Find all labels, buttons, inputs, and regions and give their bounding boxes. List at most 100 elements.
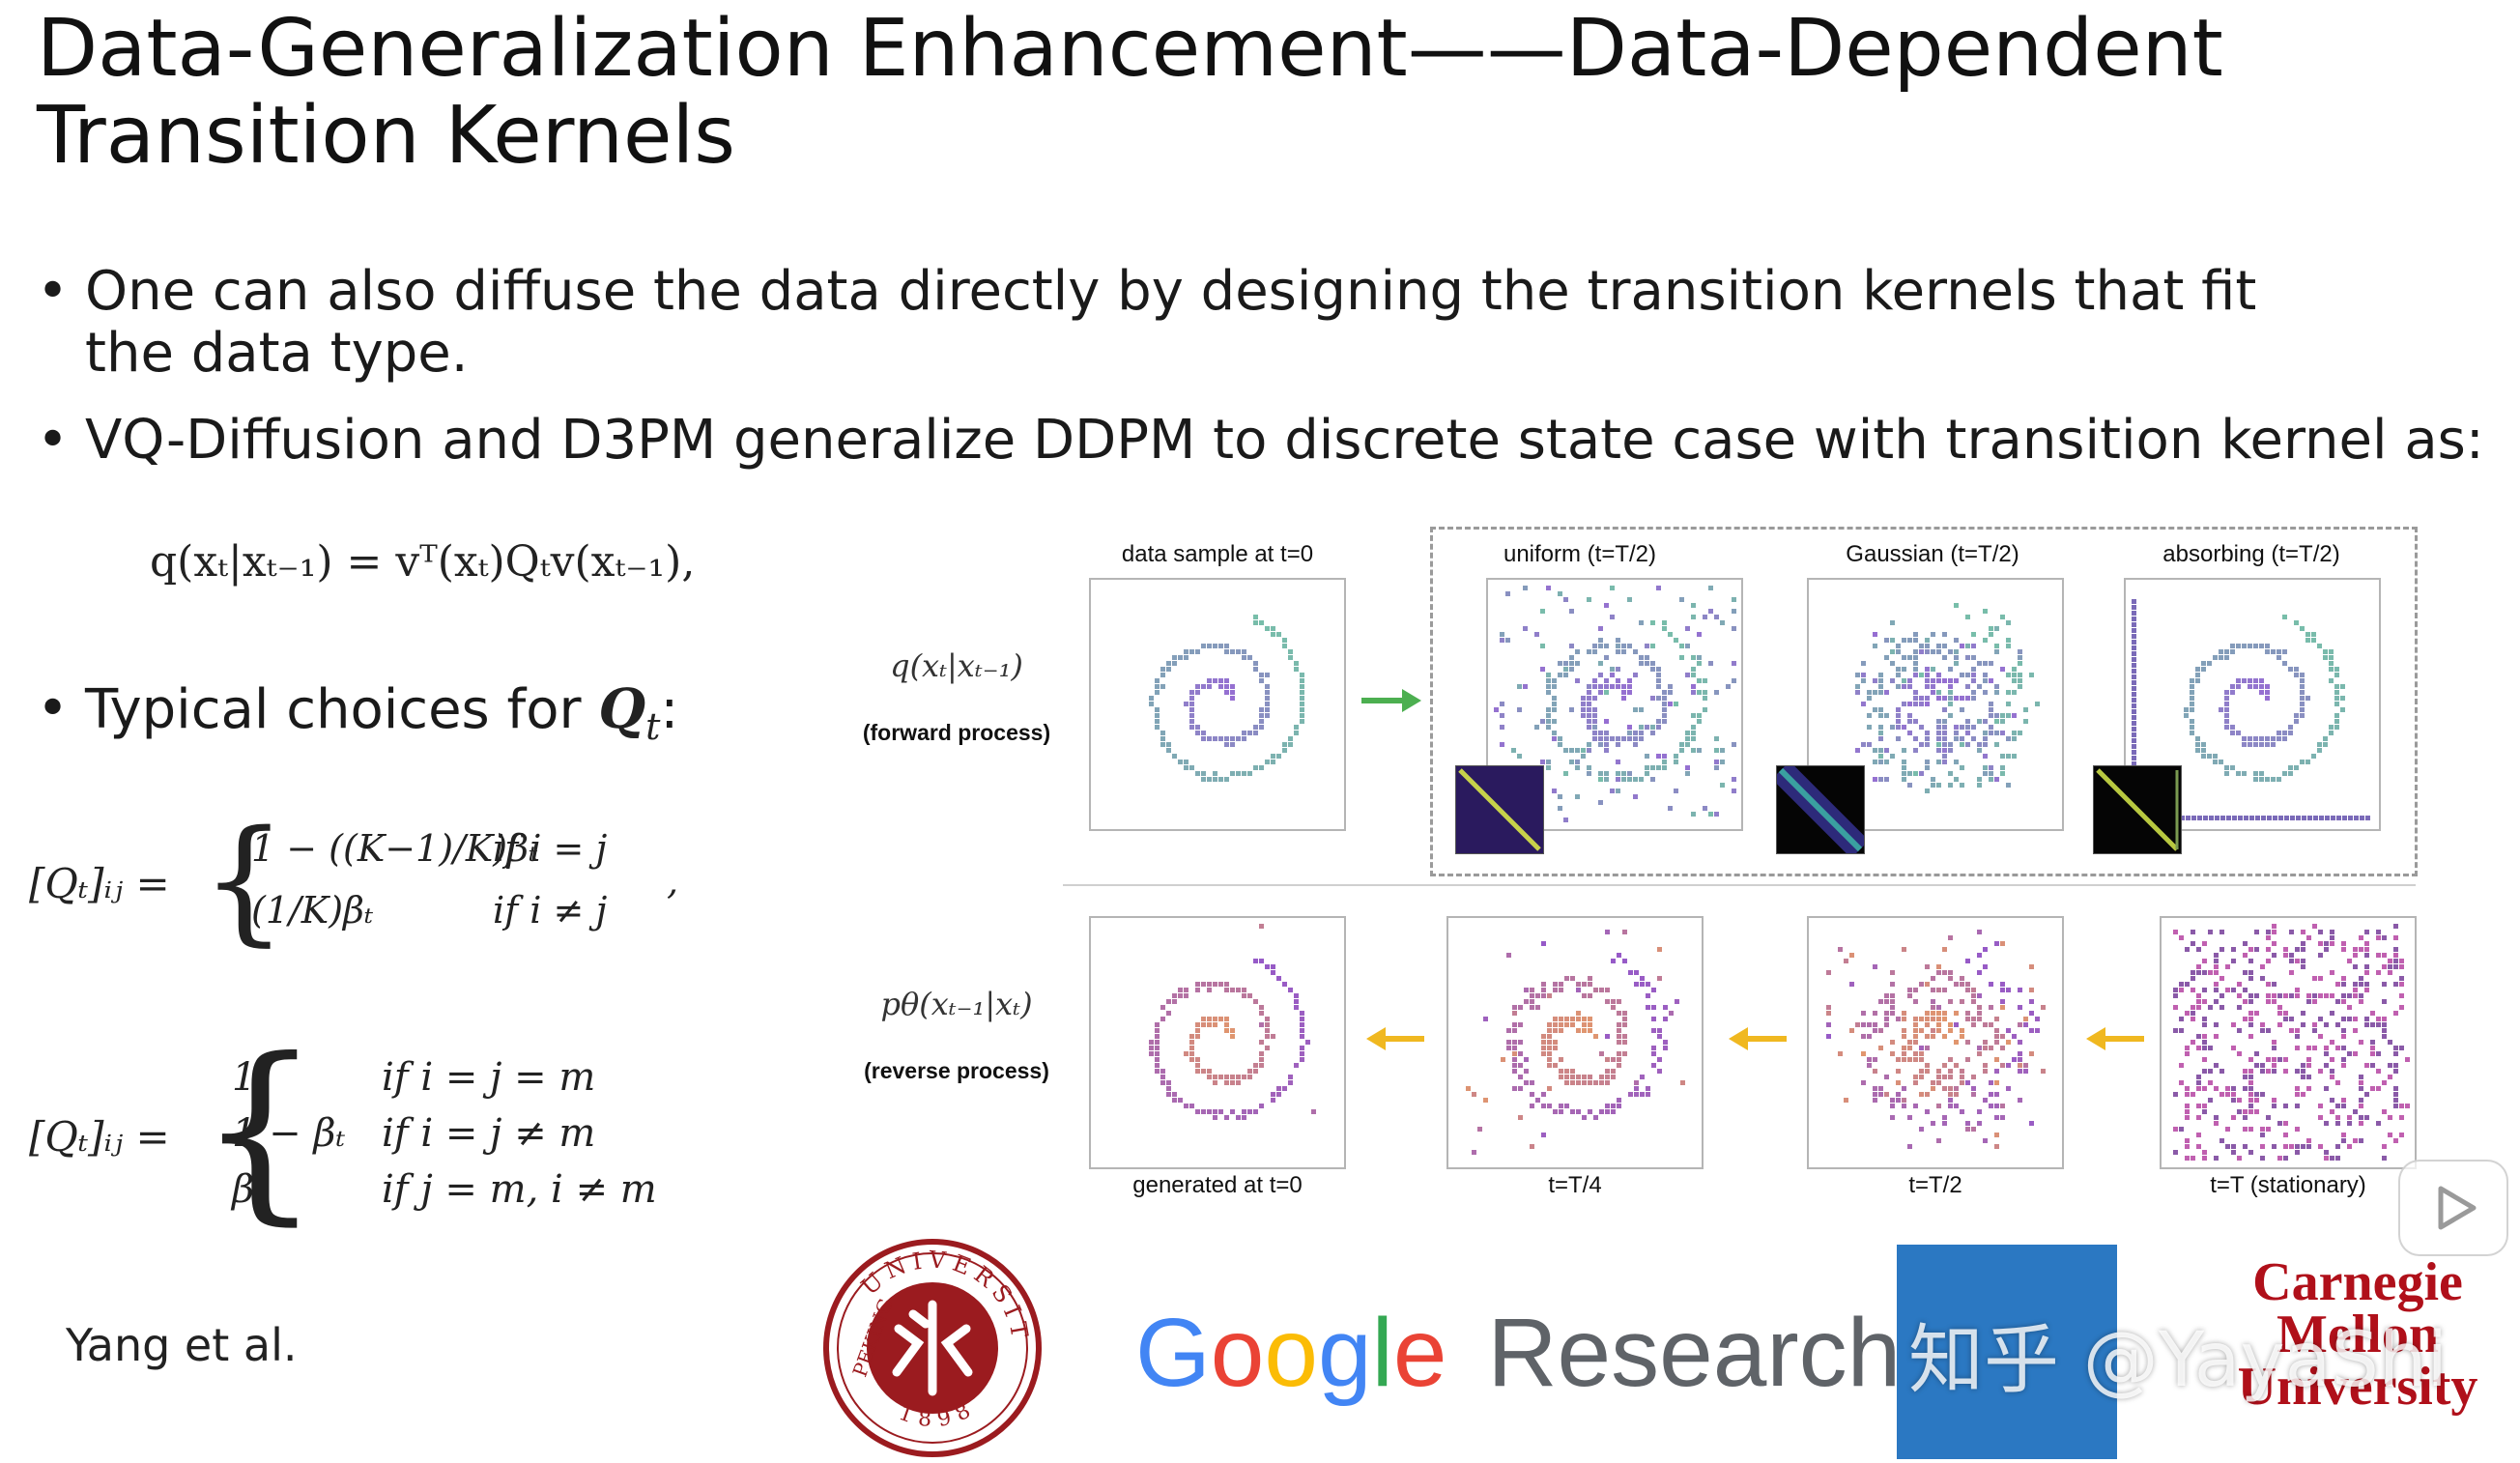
- scatter-point: [2370, 1022, 2375, 1027]
- scatter-point: [1587, 713, 1591, 718]
- scatter-point: [1184, 1051, 1188, 1056]
- scatter-point: [1236, 1075, 1241, 1079]
- scatter-point: [2266, 1127, 2271, 1132]
- scatter-point: [1971, 988, 1976, 992]
- scatter-point: [1541, 988, 1546, 992]
- scatter-point: [2272, 1063, 2277, 1068]
- scatter-point: [1547, 1022, 1552, 1027]
- scatter-point: [2214, 1156, 2219, 1161]
- scatter-point: [2360, 816, 2364, 820]
- scatter-point: [2289, 1028, 2294, 1033]
- scatter-point: [2323, 736, 2328, 741]
- scatter-point: [2231, 1022, 2236, 1027]
- scatter-point: [1224, 777, 1229, 782]
- kernel-equation: q(xₜ|xₜ₋₁) = vᵀ(xₜ)Qₜv(xₜ₋₁),: [150, 537, 696, 587]
- equation-lhs: [Qₜ]ᵢⱼ =: [29, 1113, 170, 1161]
- scatter-point: [1300, 1051, 1304, 1056]
- scatter-point: [1598, 638, 1603, 643]
- scatter-point: [1867, 1063, 1872, 1068]
- scatter-point: [1512, 1086, 1517, 1091]
- scatter-point: [1160, 731, 1165, 735]
- scatter-point: [1617, 1034, 1621, 1039]
- scatter-point: [1230, 696, 1235, 701]
- bullet-dot: •: [37, 409, 70, 472]
- scatter-point: [1989, 777, 1993, 782]
- scatter-point: [1576, 1109, 1581, 1114]
- scatter-point: [2399, 1005, 2404, 1010]
- scatter-point: [1512, 1046, 1517, 1050]
- scatter-point: [1936, 1138, 1941, 1143]
- scatter-point: [1621, 644, 1626, 648]
- scatter-point: [2364, 982, 2369, 987]
- scatter-point: [1500, 725, 1504, 730]
- scatter-point: [1598, 690, 1603, 695]
- scatter-point: [1627, 725, 1632, 730]
- scatter-point: [1616, 760, 1620, 764]
- scatter-point: [2208, 1069, 2213, 1074]
- scatter-point: [1931, 1005, 1935, 1010]
- scatter-point: [1890, 661, 1895, 666]
- scatter-point: [2132, 732, 2136, 737]
- scatter-point: [1925, 982, 1930, 987]
- scatter-point: [2190, 702, 2194, 706]
- scatter-point: [2185, 1104, 2190, 1108]
- scatter-point: [2184, 713, 2189, 718]
- scatter-point: [2202, 1069, 2207, 1074]
- scatter-point: [1512, 1069, 1517, 1074]
- scatter-point: [1896, 673, 1901, 677]
- scatter-point: [1166, 999, 1171, 1004]
- scatter-point: [1271, 626, 1275, 631]
- scatter-point: [1936, 731, 1941, 735]
- scatter-point: [1242, 993, 1246, 998]
- scatter-point: [1598, 800, 1603, 805]
- scatter-point: [1213, 1022, 1217, 1027]
- scatter-point: [1178, 655, 1183, 660]
- scatter-point: [1592, 644, 1597, 648]
- scatter-point: [1166, 667, 1171, 672]
- scatter-point: [1913, 661, 1918, 666]
- video-play-button[interactable]: [2398, 1160, 2508, 1256]
- scatter-point: [1902, 1051, 1906, 1056]
- scatter-point: [2306, 999, 2311, 1004]
- play-icon: [2438, 1186, 2477, 1230]
- scatter-point: [1294, 1063, 1299, 1068]
- scatter-point: [1576, 982, 1581, 987]
- scatter-point: [1971, 632, 1976, 637]
- scatter-point: [1505, 591, 1510, 596]
- scatter-point: [2202, 941, 2207, 946]
- scatter-point: [1931, 684, 1935, 689]
- scatter-point: [1230, 742, 1235, 747]
- scatter-point: [1166, 1080, 1171, 1085]
- scatter-point: [1616, 667, 1620, 672]
- scatter-point: [1195, 1022, 1200, 1027]
- scatter-point: [1569, 609, 1574, 614]
- scatter-point: [1651, 988, 1656, 992]
- noisy-scatter: [2173, 924, 2410, 1161]
- scatter-point: [2248, 976, 2253, 981]
- scatter-point: [1925, 667, 1930, 672]
- scatter-point: [1617, 1011, 1621, 1016]
- scatter-point: [2266, 935, 2271, 940]
- scatter-point: [2201, 754, 2206, 759]
- scatter-point: [2196, 947, 2201, 952]
- scatter-point: [2248, 736, 2252, 741]
- scatter-point: [2237, 1156, 2242, 1161]
- scatter-point: [1913, 1028, 1918, 1033]
- scatter-point: [2132, 709, 2136, 714]
- scatter-point: [1919, 649, 1924, 654]
- scatter-point: [1230, 736, 1235, 741]
- scatter-point: [2393, 1046, 2398, 1050]
- scatter-point: [2393, 1069, 2398, 1074]
- scatter-point: [1472, 1092, 1476, 1097]
- scatter-point: [2018, 1098, 2022, 1103]
- scatter-point: [2225, 1127, 2230, 1132]
- scatter-point: [1919, 725, 1924, 730]
- scatter-point: [1265, 702, 1270, 706]
- scatter-point: [1861, 1022, 1866, 1027]
- scatter-point: [2289, 930, 2294, 934]
- scatter-point: [2231, 1115, 2236, 1120]
- scatter-point: [1582, 1080, 1587, 1085]
- scatter-point: [2283, 953, 2288, 958]
- scatter-point: [1954, 1092, 1959, 1097]
- scatter-point: [1253, 959, 1258, 963]
